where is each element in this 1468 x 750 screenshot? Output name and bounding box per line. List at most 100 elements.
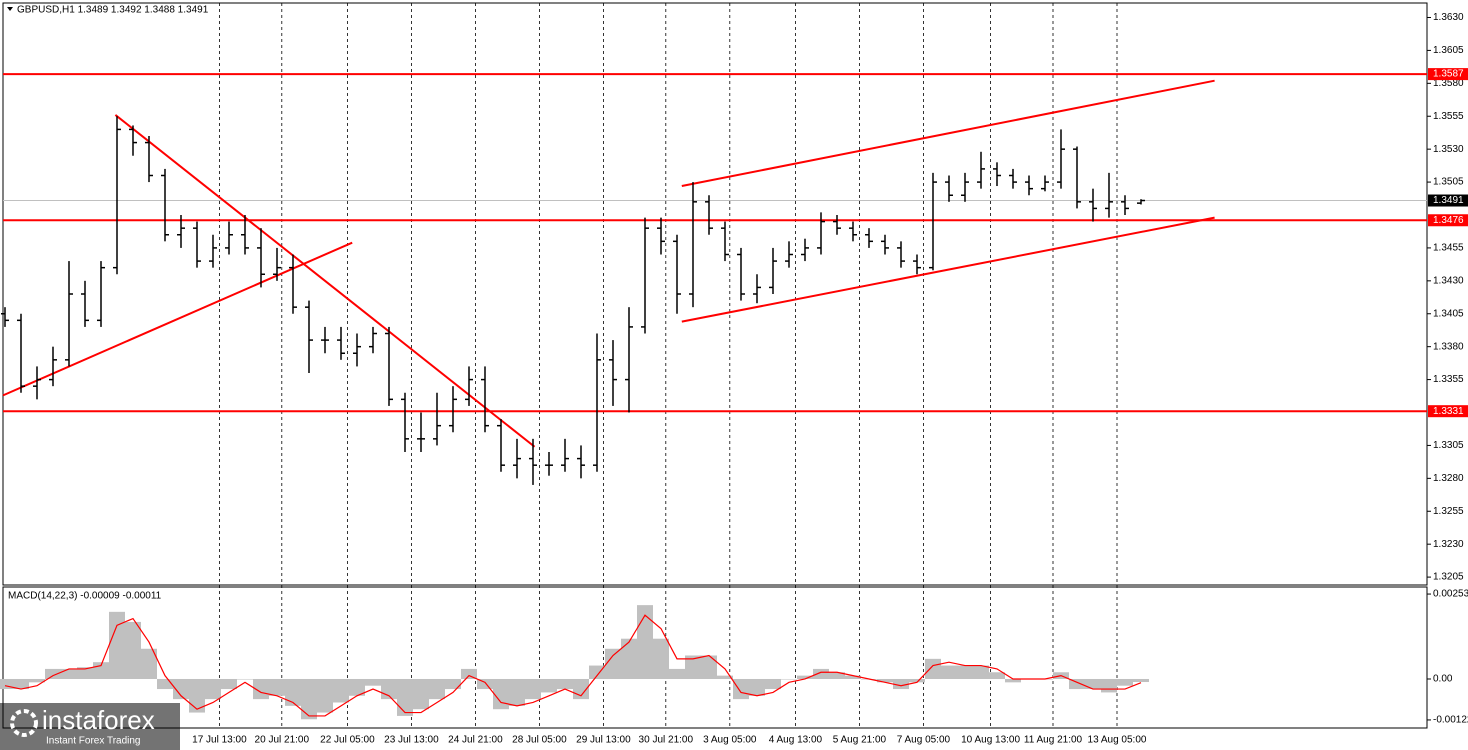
macd-bar <box>909 678 925 683</box>
macd-bar <box>29 678 45 683</box>
macd-panel <box>2 586 1428 729</box>
macd-bar <box>893 678 909 690</box>
macd-bar <box>349 678 365 696</box>
logo-icon <box>10 709 38 737</box>
y-tick-label: 1.3580 <box>1433 78 1464 89</box>
x-tick-label: 20 Jul 21:00 <box>255 735 310 746</box>
y-tick-label: 1.3605 <box>1433 45 1464 56</box>
macd-bar <box>173 678 189 700</box>
x-tick-label: 17 Jul 13:00 <box>192 735 247 746</box>
macd-bar <box>61 668 77 679</box>
y-tick-label: -0.00122 <box>1433 715 1468 726</box>
macd-bar <box>461 668 477 679</box>
macd-bar <box>157 678 173 690</box>
macd-bar <box>653 638 669 679</box>
macd-bar <box>109 611 125 679</box>
macd-bar <box>605 648 621 679</box>
macd-bar <box>429 678 445 700</box>
x-tick-label: 10 Aug 13:00 <box>961 735 1020 746</box>
macd-bar <box>189 678 205 713</box>
macd-title: MACD(14,22,3) -0.00009 -0.00011 <box>8 591 162 602</box>
macd-bar <box>0 678 13 690</box>
y-tick-label: 1.3455 <box>1433 243 1464 254</box>
trend-line <box>114 114 536 448</box>
y-tick-label: 1.3205 <box>1433 572 1464 583</box>
level-label: 1.3331 <box>1433 406 1464 417</box>
macd-bar <box>1133 678 1149 683</box>
y-tick-label: 1.3230 <box>1433 539 1464 550</box>
level-label-bg <box>1428 214 1468 227</box>
x-tick-label: 30 Jul 21:00 <box>639 735 694 746</box>
macd-bar <box>557 678 573 690</box>
y-tick-label: 1.3255 <box>1433 506 1464 517</box>
level-label-bg <box>1428 68 1468 81</box>
macd-bar <box>413 678 429 710</box>
macd-bar <box>493 678 509 710</box>
macd-bar <box>525 678 541 700</box>
x-tick-label: 22 Jul 05:00 <box>320 735 375 746</box>
macd-bar <box>669 668 685 679</box>
trend-line <box>681 79 1215 188</box>
current-price-label: 1.3491 <box>1433 195 1464 206</box>
macd-bar <box>733 678 749 700</box>
level-label: 1.3476 <box>1433 215 1464 226</box>
macd-bar <box>781 678 797 680</box>
current-price-bg <box>1428 194 1468 207</box>
macd-bar <box>685 655 701 679</box>
chart-title: GBPUSD,H1 1.3489 1.3492 1.3488 1.3491 <box>17 5 209 16</box>
x-tick-label: 24 Jul 21:00 <box>448 735 503 746</box>
y-tick-label: 1.3630 <box>1433 12 1464 23</box>
macd-bar <box>1117 678 1133 686</box>
macd-bar <box>285 678 301 706</box>
logo-name: instaforex <box>42 705 155 735</box>
macd-bar <box>1085 678 1101 690</box>
macd-bar <box>365 678 381 686</box>
macd-bar <box>1069 678 1085 690</box>
macd-bar <box>925 658 941 679</box>
macd-bar <box>941 665 957 679</box>
level-label: 1.3587 <box>1433 69 1464 80</box>
macd-bar <box>317 678 333 713</box>
y-tick-label: 1.3505 <box>1433 177 1464 188</box>
macd-bar <box>205 678 221 700</box>
macd-bar <box>589 665 605 679</box>
x-tick-label: 5 Aug 21:00 <box>833 735 887 746</box>
macd-bar <box>77 667 93 679</box>
macd-bar <box>509 678 525 706</box>
level-label-bg <box>1428 405 1468 418</box>
macd-bar <box>397 678 413 716</box>
macd-bar <box>749 678 765 696</box>
macd-bar <box>333 678 349 703</box>
price-panel <box>2 2 1428 586</box>
macd-bar <box>237 678 253 680</box>
x-tick-label: 29 Jul 13:00 <box>576 735 631 746</box>
macd-bar <box>877 678 893 683</box>
macd-bar <box>301 678 317 720</box>
macd-bar <box>717 675 733 679</box>
x-tick-label: 7 Aug 05:00 <box>897 735 951 746</box>
macd-bar <box>13 678 29 690</box>
title-marker <box>7 7 13 11</box>
x-tick-label: 3 Aug 05:00 <box>703 735 757 746</box>
logo-tagline: Instant Forex Trading <box>46 736 141 747</box>
macd-bar <box>621 638 637 679</box>
y-tick-label: 1.3555 <box>1433 111 1464 122</box>
y-tick-label: 1.3280 <box>1433 473 1464 484</box>
x-tick-label: 11 Aug 21:00 <box>1024 735 1083 746</box>
macd-bar <box>765 678 781 690</box>
macd-bar <box>957 665 973 679</box>
x-tick-label: 4 Aug 13:00 <box>769 735 823 746</box>
y-tick-label: 1.3430 <box>1433 275 1464 286</box>
x-tick-label: 23 Jul 13:00 <box>384 735 439 746</box>
macd-bar <box>45 668 61 679</box>
x-tick-label: 13 Aug 05:00 <box>1088 735 1147 746</box>
y-tick-label: 1.3530 <box>1433 144 1464 155</box>
macd-bar <box>141 648 157 679</box>
trend-line <box>681 216 1215 323</box>
macd-bar <box>797 675 813 679</box>
macd-bar <box>253 678 269 700</box>
macd-bar <box>125 621 141 679</box>
y-tick-label: 1.3355 <box>1433 374 1464 385</box>
